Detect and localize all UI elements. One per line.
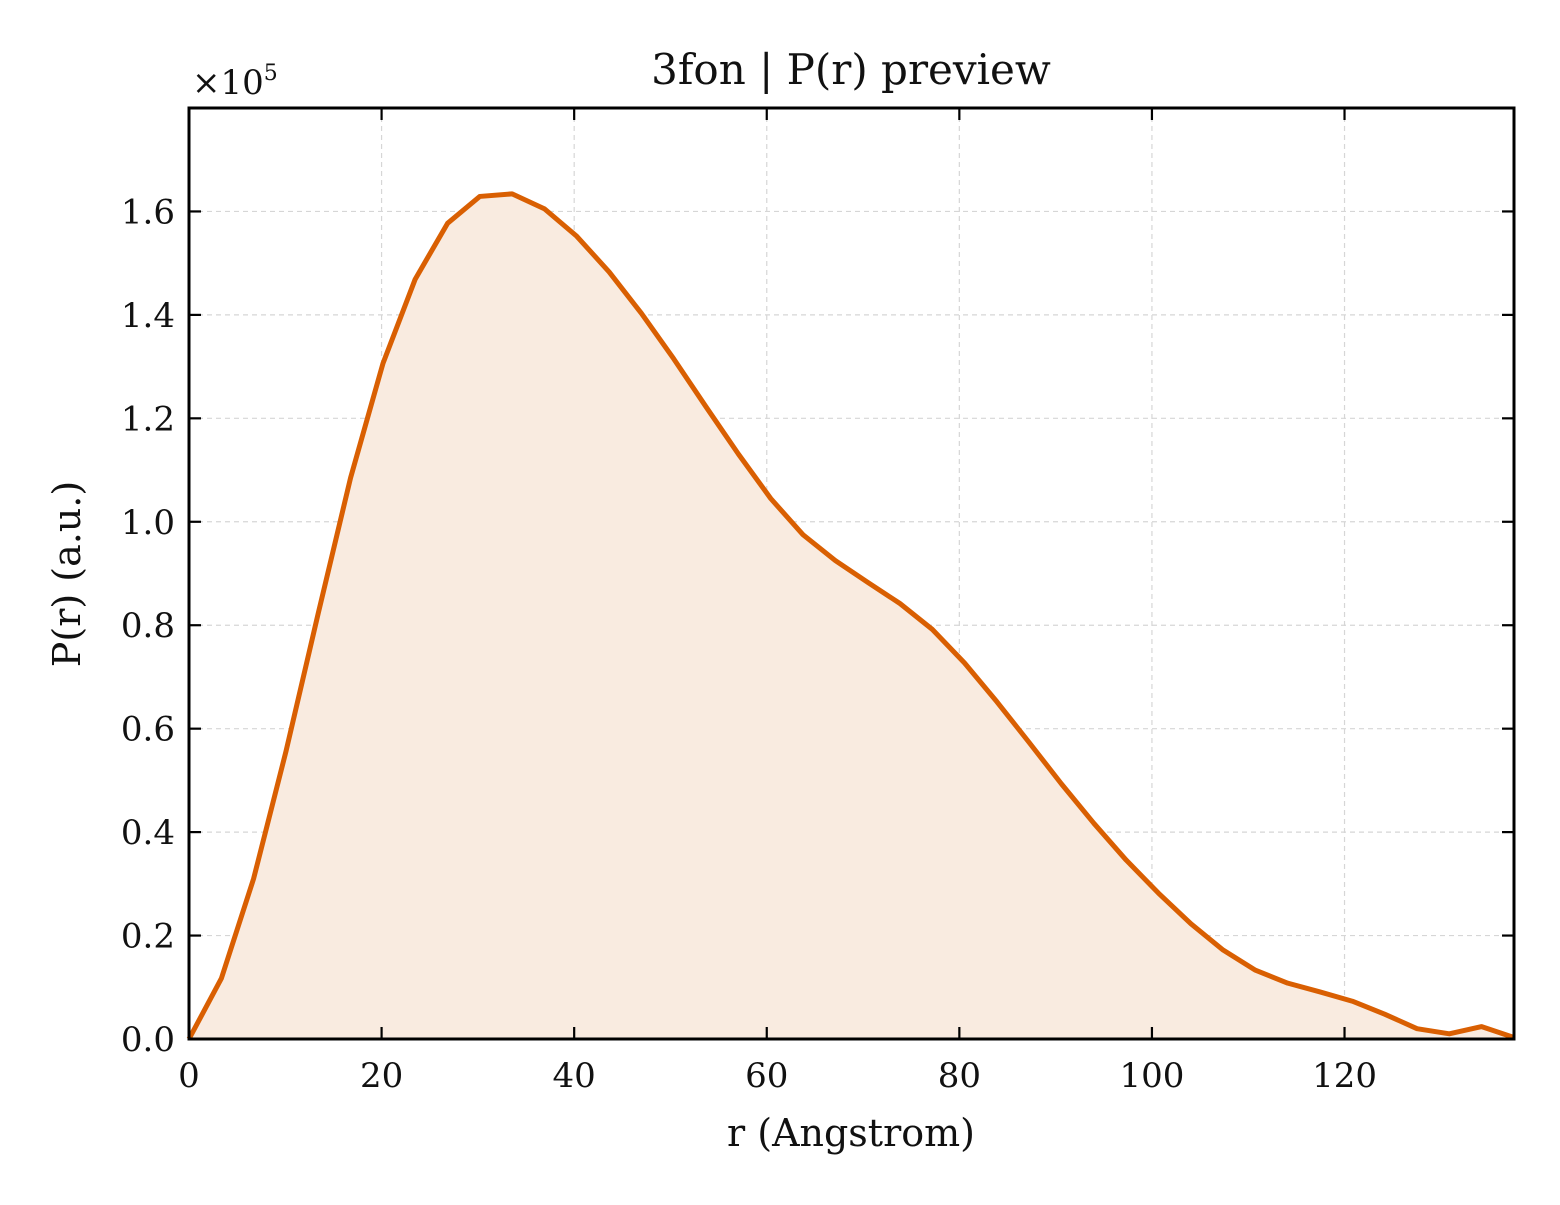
y-tick-label: 0.0 (121, 1020, 175, 1060)
x-tick-label: 60 (745, 1056, 788, 1096)
y-offset-exponent: 5 (264, 61, 278, 86)
x-tick-label: 120 (1312, 1056, 1377, 1096)
series-line (186, 191, 1515, 1041)
y-tick-label: 0.2 (121, 917, 175, 957)
x-tick-label: 0 (178, 1056, 200, 1096)
chart-title: 3fon | P(r) preview (651, 45, 1051, 94)
x-tick-label: 80 (938, 1056, 981, 1096)
x-tick-label: 40 (553, 1056, 596, 1096)
y-offset-text: ×105 (192, 61, 278, 103)
y-tick-label: 1.6 (121, 192, 175, 232)
tick-layer: 0 20 40 60 80 100 120 0.0 0.2 0.4 0.6 0.8 1.0 1.2 1.4 1… (121, 108, 1514, 1096)
x-tick-label: 20 (360, 1056, 403, 1096)
plot-frame (187, 106, 1516, 1041)
y-offset-base: ×10 (192, 63, 264, 103)
y-tick-label: 1.0 (121, 503, 175, 543)
y-tick-label: 1.4 (121, 296, 175, 336)
x-tick-label: 100 (1119, 1056, 1184, 1096)
y-tick-label: 0.4 (121, 813, 175, 853)
area-fill (189, 193, 1514, 1040)
y-tick-label: 0.8 (121, 606, 175, 646)
y-axis-label: P(r) (a.u.) (45, 481, 89, 667)
x-axis-label: r (Angstrom) (727, 1111, 975, 1155)
y-tick-label: 0.6 (121, 710, 175, 750)
y-tick-label: 1.2 (121, 399, 175, 439)
